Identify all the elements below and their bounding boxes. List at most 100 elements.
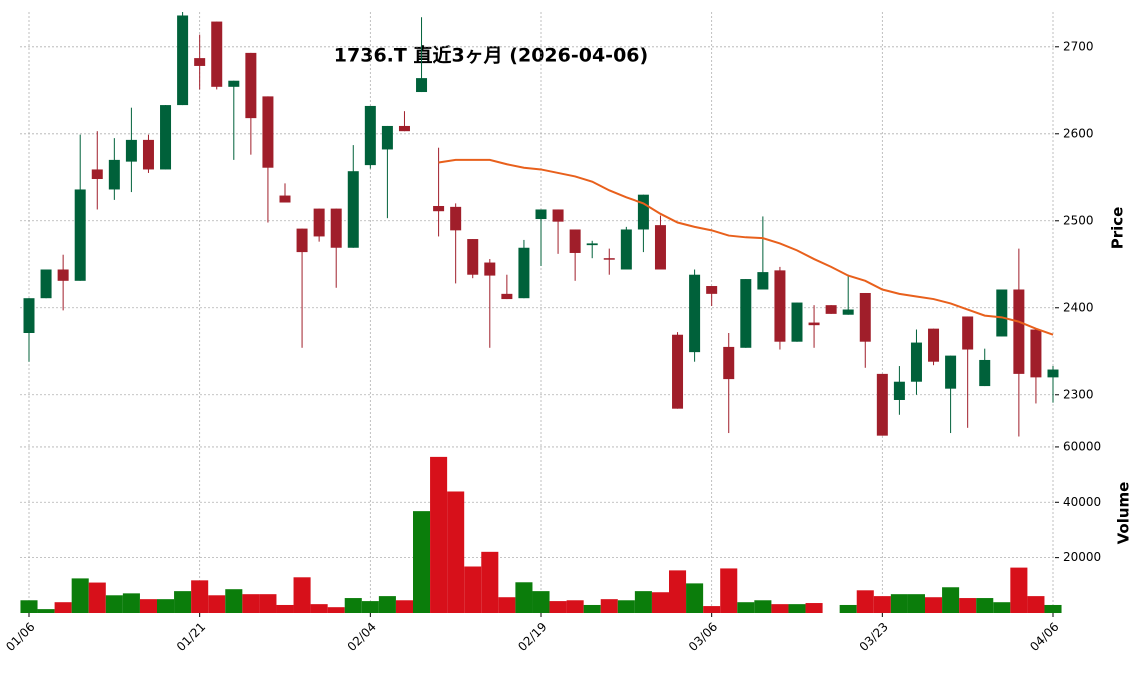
y-tick-label: 2400 [1063,300,1094,314]
volume-bar [464,566,482,613]
volume-bar [805,603,823,613]
volume-bar [1027,596,1045,613]
volume-bar [703,606,721,613]
candle-body [825,305,837,314]
candle-body [757,272,769,290]
candle-body [689,274,701,353]
candle-body [160,105,172,170]
candle-body [467,239,479,275]
volume-bar [395,600,413,613]
candle-body [620,229,632,270]
candle-body [416,78,428,93]
candle-body [518,247,530,299]
volume-bar [856,590,874,613]
candle-body [74,189,86,281]
candle-body [194,58,206,66]
x-tick-label: 03/06 [686,620,720,654]
volume-tick-label: 20000 [1063,550,1101,564]
volume-bar [259,594,277,613]
candle-body [245,52,257,119]
volume-bar [498,597,516,613]
candle-body [1047,369,1059,378]
volume-bar [1010,567,1028,613]
candle-body [945,355,957,389]
candle-body [125,139,137,162]
volume-bar [771,604,789,613]
candle-body [1013,289,1025,374]
volume-bar [378,596,396,613]
candle-body [296,228,308,253]
candle-body [1030,329,1042,378]
volume-bar [327,607,345,613]
volume-bar [71,578,89,613]
candle-body [569,229,581,253]
volume-bar [651,592,669,613]
volume-bar [430,456,448,613]
candle-body [364,105,376,166]
volume-bar [907,594,925,613]
x-tick-label: 02/04 [345,620,379,654]
candle-body [450,206,462,231]
volume-bar [617,600,635,613]
x-tick-label: 01/06 [3,620,37,654]
candle-body [398,125,410,132]
y-tick-label: 2300 [1063,387,1094,401]
candle-body [637,194,649,230]
candle-body [706,286,718,294]
volume-bar [447,491,465,613]
candle-body [23,298,35,333]
volume-bar [959,598,977,613]
y-axis-label: Price [1109,207,1127,250]
candle-body [347,171,359,248]
candle-body [996,289,1008,337]
candle-body [876,373,888,436]
candle-body [313,208,325,237]
moving-average [438,158,1054,336]
volume-bar [566,600,584,613]
volume-bar [515,582,533,613]
volume-tick-label: 40000 [1063,495,1101,509]
x-tick-label: 04/06 [1027,620,1061,654]
candle-body [979,359,991,387]
candle-body [108,159,120,190]
volume-bar [413,511,431,613]
volume-bar [293,577,311,613]
volume-bar [669,570,687,613]
volume-bar [157,599,175,613]
candle-body [433,205,445,212]
candle-body [501,293,513,300]
volume-bar [942,587,960,613]
volume-bar [361,601,379,613]
x-tick-label: 02/19 [515,620,549,654]
volume-tick-label: 60000 [1063,439,1101,453]
volume-bar [481,551,499,613]
volume-bar [634,591,652,613]
volume-bar [37,609,55,613]
volume-bar [344,598,362,613]
candle-body [603,258,615,260]
candle-body [791,302,803,342]
y-tick-label: 2700 [1063,39,1094,53]
candle-body [228,80,240,87]
candle-body [211,21,223,87]
volume-bar [276,604,294,613]
volume-bar [993,602,1011,613]
chart-title: 1736.T 直近3ヶ月 (2026-04-06) [334,44,648,67]
volume-bar [737,602,755,613]
volume-bar [54,602,72,613]
x-tick-label: 03/23 [857,620,891,654]
candle-body [910,342,922,382]
volume-bar [225,589,243,613]
volume-bar [549,601,567,613]
volume-bar [976,598,994,613]
volume-bar [310,604,328,613]
volume-bar [873,596,891,613]
candle-body [535,209,547,220]
volume-bar [105,595,123,613]
candle-body [142,139,154,170]
volume-bar [532,591,550,613]
volume-bar [583,604,601,613]
volume-bar [754,600,772,613]
candle-body [654,225,666,270]
candle-body [177,15,189,106]
